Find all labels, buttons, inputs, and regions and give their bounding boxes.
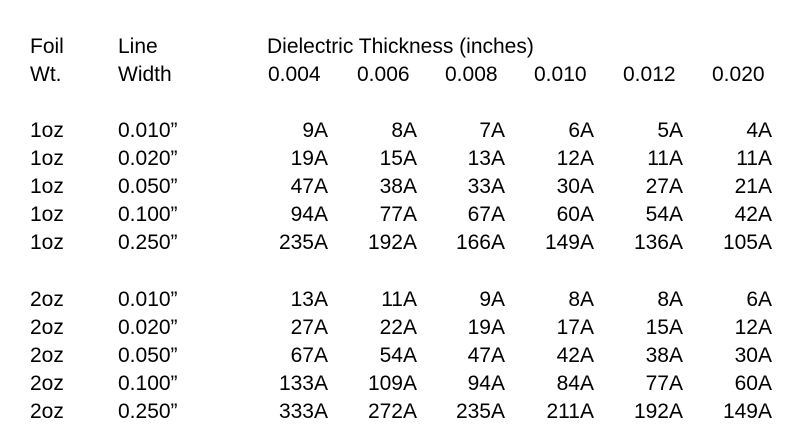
foil-weight-cell: 2oz (30, 288, 64, 311)
current-value-cell: 7A (479, 119, 505, 142)
foil-weight-cell: 2oz (30, 344, 64, 367)
current-value-cell: 27A (290, 316, 328, 339)
line-width-header-line1: Line (118, 35, 158, 58)
current-value-cell: 11A (381, 288, 417, 311)
current-value-cell: 211A (546, 400, 595, 423)
current-value-cell: 235A (455, 400, 505, 423)
dielectric-thickness-header: Dielectric Thickness (inches) (267, 35, 534, 58)
line-width-cell: 0.250” (118, 231, 178, 254)
line-width-cell: 0.010” (118, 288, 178, 311)
current-value-cell: 54A (645, 203, 683, 226)
current-value-cell: 67A (290, 344, 328, 367)
line-width-cell: 0.050” (118, 175, 178, 198)
foil-header-line1: Foil (30, 35, 64, 58)
current-value-cell: 105A (722, 231, 772, 254)
current-value-cell: 21A (734, 175, 772, 198)
current-value-cell: 9A (302, 119, 328, 142)
current-value-cell: 33A (467, 175, 505, 198)
foil-weight-cell: 1oz (30, 147, 64, 170)
current-value-cell: 4A (746, 119, 772, 142)
current-value-cell: 94A (290, 203, 328, 226)
current-value-cell: 192A (367, 231, 417, 254)
current-value-cell: 19A (290, 147, 328, 170)
current-value-cell: 30A (556, 175, 594, 198)
line-width-cell: 0.020” (118, 147, 178, 170)
current-value-cell: 333A (278, 400, 328, 423)
line-width-cell: 0.100” (118, 203, 178, 226)
current-value-cell: 77A (379, 203, 417, 226)
line-width-cell: 0.050” (118, 344, 178, 367)
current-value-cell: 77A (645, 372, 683, 395)
foil-weight-cell: 1oz (30, 203, 64, 226)
current-value-cell: 272A (367, 400, 417, 423)
current-value-cell: 42A (734, 203, 772, 226)
line-width-cell: 0.010” (118, 119, 178, 142)
current-value-cell: 5A (657, 119, 683, 142)
current-value-cell: 8A (391, 119, 417, 142)
foil-weight-cell: 1oz (30, 119, 64, 142)
current-value-cell: 235A (278, 231, 328, 254)
current-value-cell: 136A (633, 231, 683, 254)
current-value-cell: 54A (379, 344, 417, 367)
foil-weight-cell: 1oz (30, 231, 64, 254)
current-value-cell: 11A (736, 147, 772, 170)
thickness-header-0-012: 0.012 (623, 63, 676, 86)
current-value-cell: 17A (556, 316, 594, 339)
current-value-cell: 30A (734, 344, 772, 367)
current-value-cell: 60A (734, 372, 772, 395)
foil-weight-cell: 2oz (30, 400, 64, 423)
thickness-header-0-010: 0.010 (534, 63, 587, 86)
current-value-cell: 6A (568, 119, 594, 142)
current-value-cell: 60A (556, 203, 594, 226)
current-value-cell: 11A (647, 147, 683, 170)
current-value-cell: 42A (556, 344, 594, 367)
thickness-header-0-020: 0.020 (712, 63, 765, 86)
line-width-cell: 0.250” (118, 400, 178, 423)
current-value-cell: 166A (455, 231, 505, 254)
current-value-cell: 19A (467, 316, 505, 339)
current-value-cell: 38A (379, 175, 417, 198)
current-value-cell: 67A (467, 203, 505, 226)
current-value-cell: 15A (645, 316, 683, 339)
current-value-cell: 15A (379, 147, 417, 170)
current-value-cell: 47A (467, 344, 505, 367)
foil-weight-cell: 1oz (30, 175, 64, 198)
current-value-cell: 12A (734, 316, 772, 339)
current-value-cell: 47A (290, 175, 328, 198)
current-value-cell: 12A (556, 147, 594, 170)
line-width-cell: 0.100” (118, 372, 178, 395)
line-width-header-line2: Width (118, 63, 172, 86)
foil-header-line2: Wt. (30, 63, 62, 86)
current-value-cell: 84A (556, 372, 594, 395)
current-value-cell: 109A (367, 372, 417, 395)
thickness-header-0-008: 0.008 (445, 63, 498, 86)
current-value-cell: 13A (467, 147, 505, 170)
current-value-cell: 22A (379, 316, 417, 339)
current-value-cell: 8A (568, 288, 594, 311)
current-value-cell: 8A (657, 288, 683, 311)
current-value-cell: 149A (544, 231, 594, 254)
current-value-cell: 149A (722, 400, 772, 423)
current-value-cell: 38A (645, 344, 683, 367)
current-value-cell: 13A (290, 288, 328, 311)
line-width-cell: 0.020” (118, 316, 178, 339)
current-value-cell: 9A (479, 288, 505, 311)
thickness-header-0-006: 0.006 (357, 63, 410, 86)
foil-weight-cell: 2oz (30, 316, 64, 339)
current-value-cell: 6A (746, 288, 772, 311)
current-value-cell: 133A (278, 372, 328, 395)
thickness-header-0-004: 0.004 (268, 63, 321, 86)
foil-weight-cell: 2oz (30, 372, 64, 395)
current-value-cell: 27A (645, 175, 683, 198)
current-value-cell: 192A (633, 400, 683, 423)
current-value-cell: 94A (467, 372, 505, 395)
